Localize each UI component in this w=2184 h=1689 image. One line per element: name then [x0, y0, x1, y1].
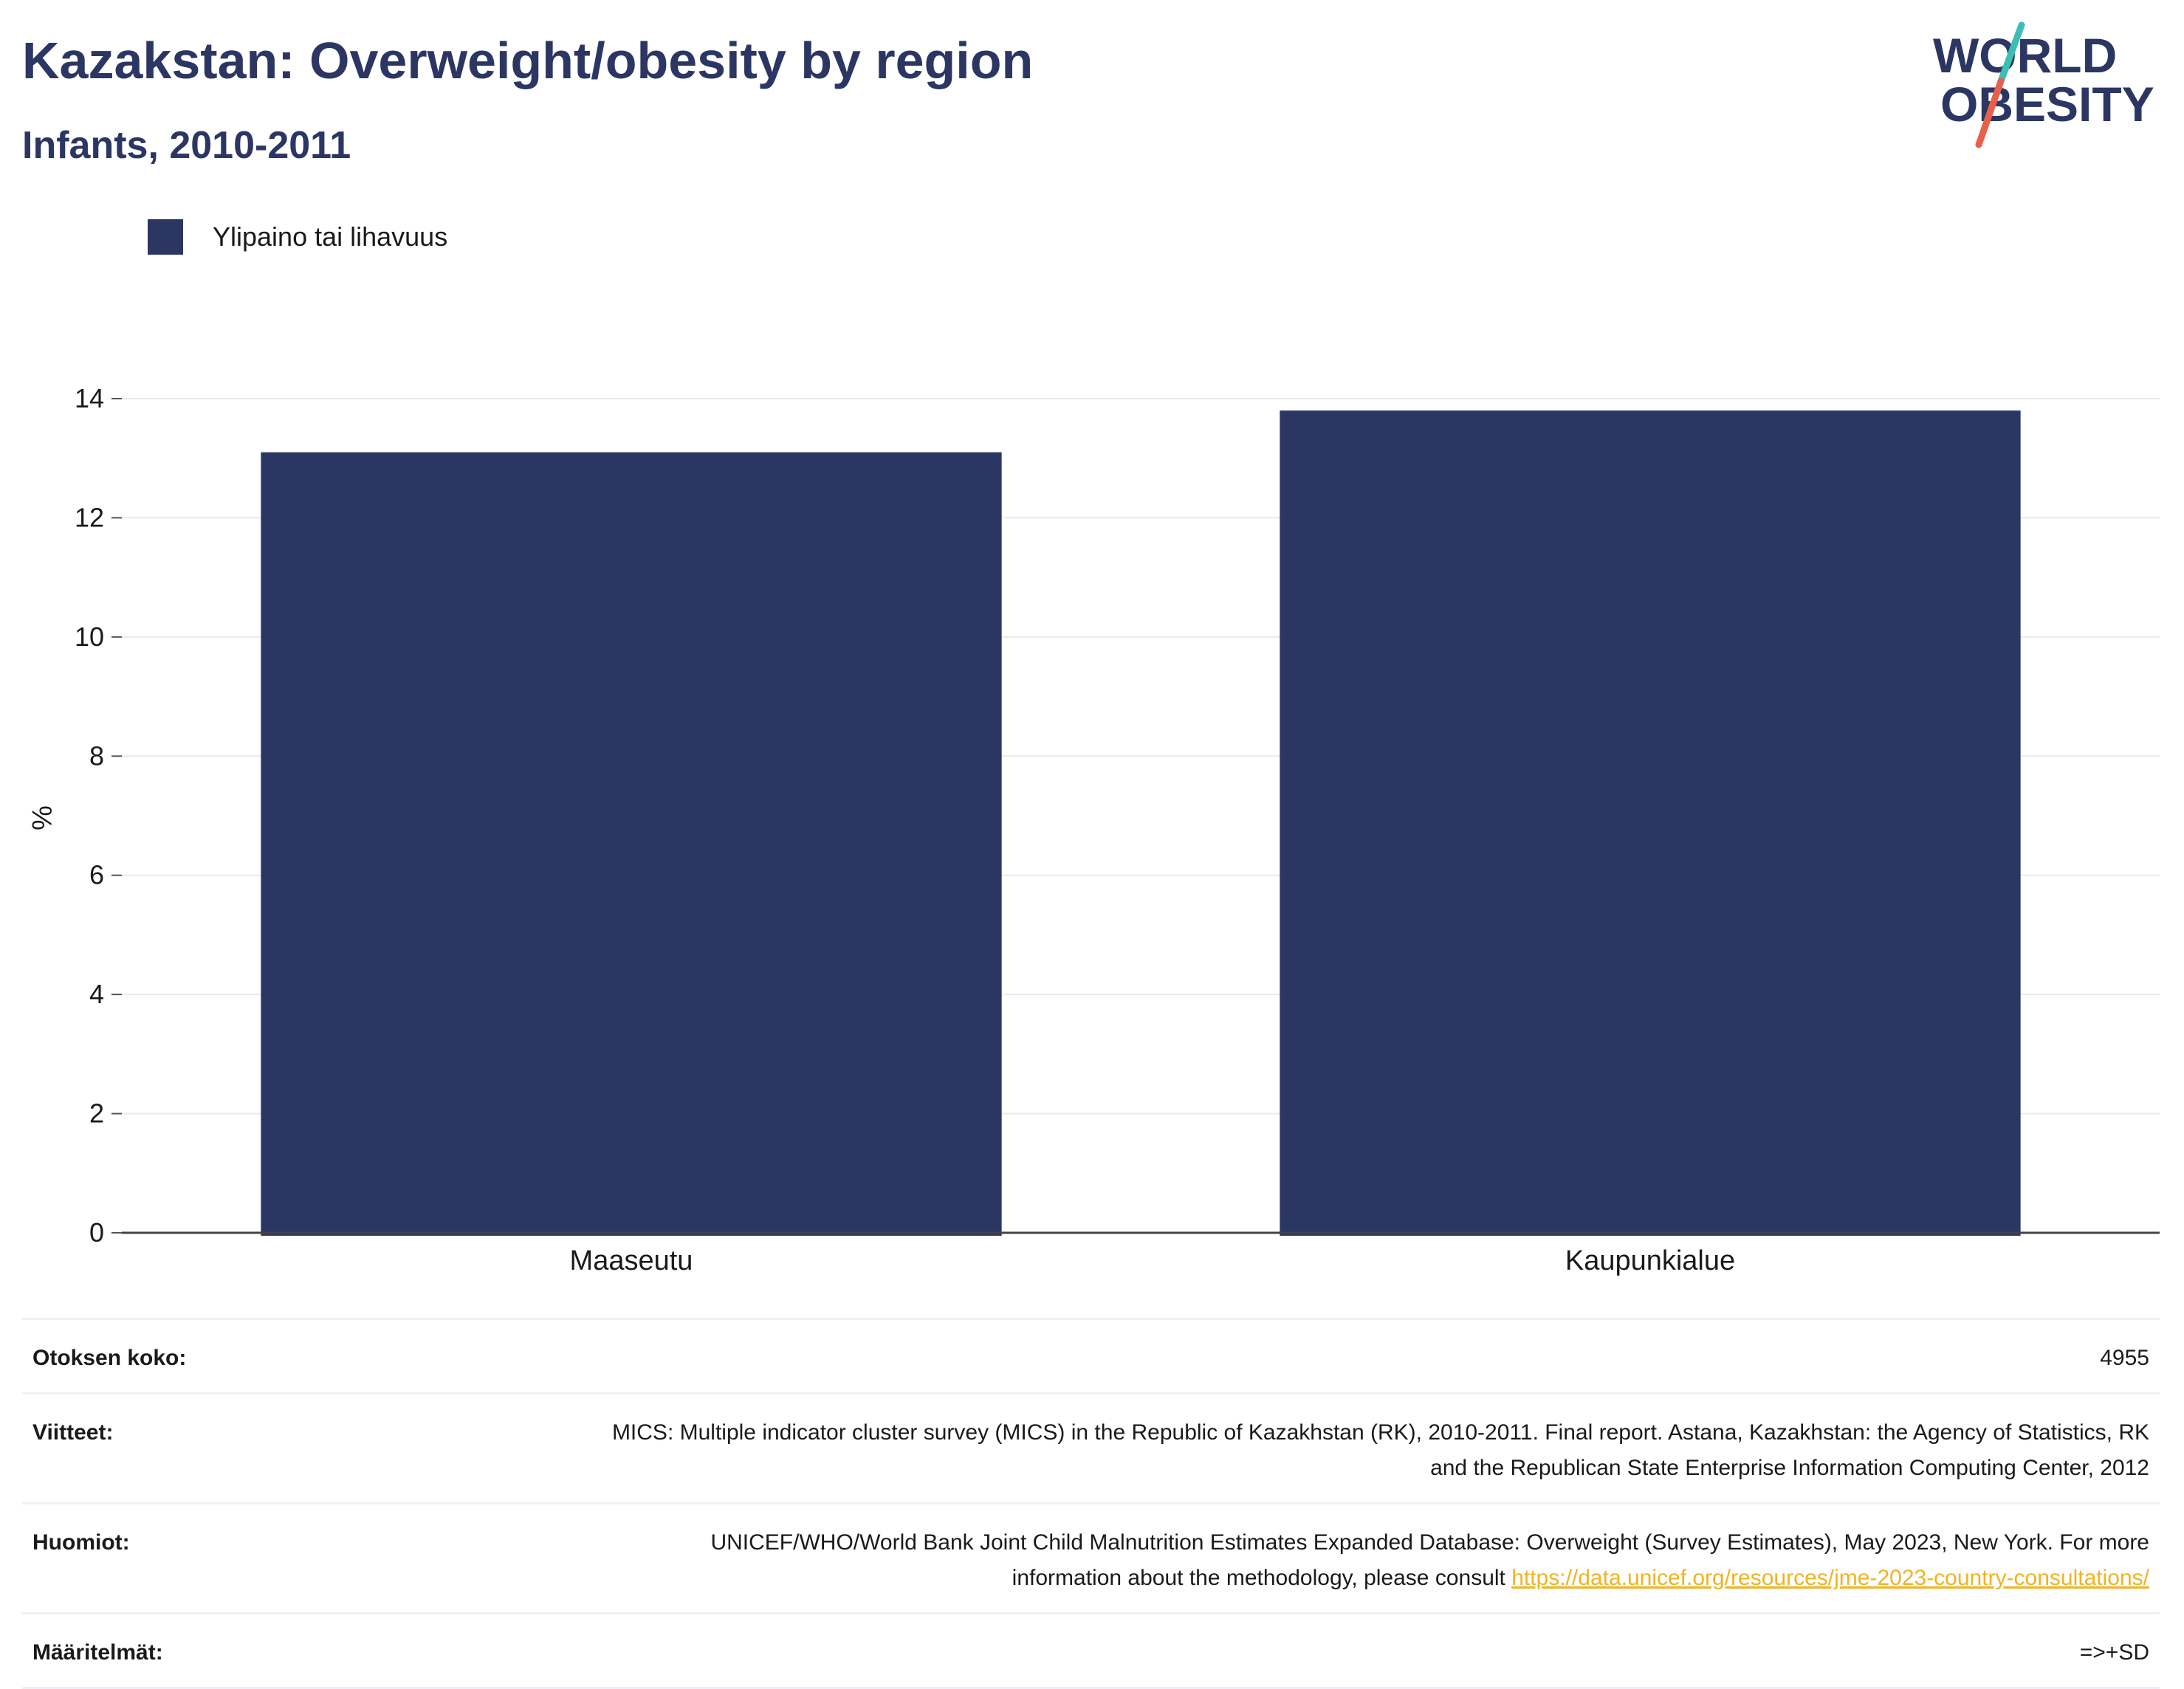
info-row-references: Viitteet: MICS: Multiple indicator clust… [22, 1392, 2160, 1502]
page-title: Kazakstan: Overweight/obesity by region [22, 32, 1034, 89]
y-tick-label: 0 [89, 1217, 104, 1248]
sample-size-label: Otoksen koko: [32, 1346, 187, 1370]
y-tick-label: 10 [75, 622, 104, 652]
y-axis-label: % [27, 805, 58, 830]
info-row-definitions: Määritelmät: =>+SD [22, 1612, 2160, 1689]
chart-legend: Ylipaino tai lihavuus [148, 219, 447, 255]
methodology-link[interactable]: https://data.unicef.org/resources/jme-20… [1511, 1566, 2149, 1590]
notes-value: UNICEF/WHO/World Bank Joint Child Malnut… [710, 1530, 2149, 1590]
y-tick-label: 14 [75, 383, 104, 413]
y-tick-label: 8 [89, 740, 104, 771]
definitions-label: Määritelmät: [32, 1640, 163, 1665]
y-tick-label: 6 [89, 860, 104, 890]
info-row-sample-size: Otoksen koko: 4955 [22, 1318, 2160, 1392]
x-tick-label: Kaupunkialue [1565, 1245, 1735, 1276]
y-axis-label-wrap: % [27, 803, 58, 833]
y-tick-label: 4 [89, 979, 104, 1009]
notes-value-wrap: UNICEF/WHO/World Bank Joint Child Malnut… [606, 1525, 2149, 1596]
legend-label: Ylipaino tai lihavuus [213, 221, 448, 252]
sample-size-value: 4955 [2100, 1346, 2149, 1370]
world-obesity-logo: WORLD OBESITY [1933, 21, 2154, 148]
definitions-value: =>+SD [2079, 1640, 2149, 1665]
references-value: MICS: Multiple indicator cluster survey … [611, 1420, 2149, 1480]
legend-swatch [148, 219, 183, 255]
y-tick-label: 12 [75, 502, 104, 532]
logo-line-2: OBESITY [1940, 77, 2154, 131]
info-table: Otoksen koko: 4955 Viitteet: MICS: Multi… [22, 1318, 2160, 1689]
y-tick-label: 2 [89, 1098, 104, 1129]
logo-slash-top [1997, 21, 2025, 85]
references-label: Viitteet: [32, 1420, 114, 1445]
x-tick-label: Maaseutu [570, 1245, 693, 1276]
bar-chart: 0 2 4 6 8 10 12 14 Maaseutu Kaupunkialue [75, 383, 2160, 1276]
bar-maaseutu [261, 452, 1002, 1236]
info-row-notes: Huomiot: UNICEF/WHO/World Bank Joint Chi… [22, 1502, 2160, 1612]
notes-label: Huomiot: [32, 1530, 130, 1555]
logo-slash-bottom [1975, 78, 2005, 148]
page-subtitle: Infants, 2010-2011 [22, 124, 351, 167]
logo-line-1: WORLD [1933, 28, 2117, 83]
bar-kaupunkialue [1280, 410, 2021, 1236]
